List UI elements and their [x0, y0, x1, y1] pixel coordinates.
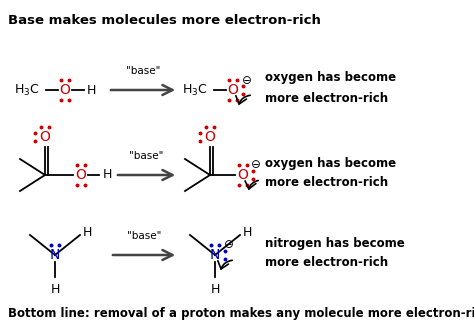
- Text: H: H: [83, 227, 92, 240]
- Text: oxygen has become: oxygen has become: [265, 72, 396, 84]
- Text: "base": "base": [127, 231, 161, 241]
- Text: H$_3$C: H$_3$C: [14, 83, 39, 98]
- Text: ⊖: ⊖: [251, 159, 261, 172]
- Text: ⊖: ⊖: [242, 73, 252, 86]
- Text: O: O: [228, 83, 238, 97]
- Text: Base makes molecules more electron-rich: Base makes molecules more electron-rich: [8, 14, 321, 27]
- FancyArrowPatch shape: [245, 180, 258, 189]
- Text: "base": "base": [129, 151, 164, 161]
- Text: more electron-rich: more electron-rich: [265, 256, 388, 269]
- Text: oxygen has become: oxygen has become: [265, 157, 396, 170]
- Text: H: H: [210, 283, 219, 296]
- Text: more electron-rich: more electron-rich: [265, 176, 388, 189]
- Text: N: N: [210, 248, 220, 262]
- Text: O: O: [237, 168, 248, 182]
- Text: N: N: [50, 248, 60, 262]
- Text: O: O: [60, 83, 71, 97]
- FancyArrowPatch shape: [236, 95, 250, 104]
- FancyArrowPatch shape: [218, 260, 232, 269]
- Text: H$_3$C: H$_3$C: [182, 83, 208, 98]
- Text: nitrogen has become: nitrogen has become: [265, 237, 405, 250]
- Text: more electron-rich: more electron-rich: [265, 92, 388, 105]
- Text: H: H: [243, 227, 252, 240]
- Text: H: H: [50, 283, 60, 296]
- Text: "base": "base": [126, 66, 160, 76]
- Text: O: O: [205, 130, 216, 144]
- Text: O: O: [39, 130, 50, 144]
- Text: ⊖: ⊖: [224, 239, 234, 252]
- Text: Bottom line: removal of a proton makes any molecule more electron-rich: Bottom line: removal of a proton makes a…: [8, 307, 474, 320]
- Text: H: H: [103, 168, 112, 181]
- Text: H: H: [87, 84, 96, 97]
- Text: O: O: [75, 168, 86, 182]
